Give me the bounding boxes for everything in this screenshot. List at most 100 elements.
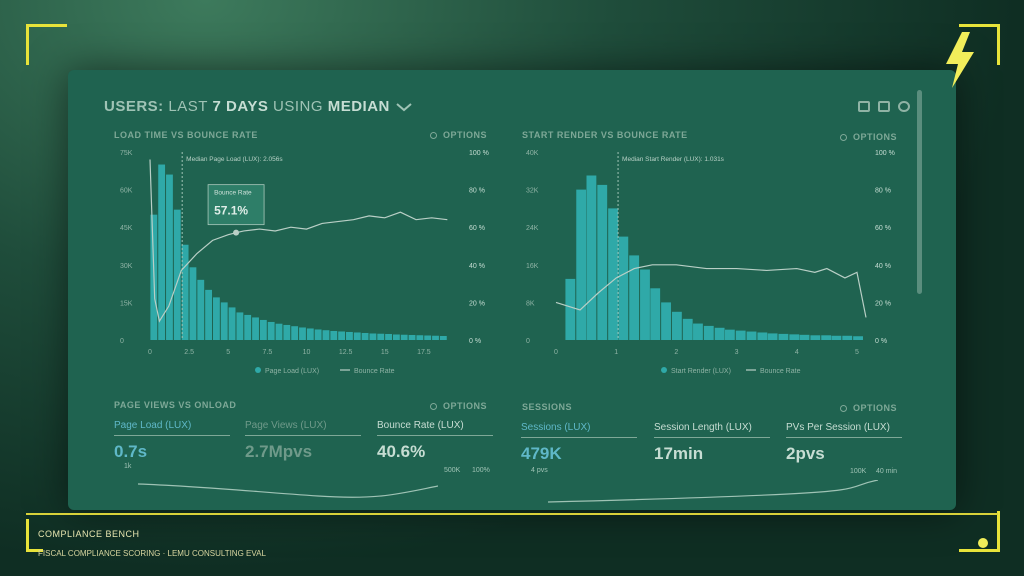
pageviews-axis-right: 100% [472,467,490,474]
metric-value: 2pvs [786,444,825,463]
metric-label: PVs Per Session (LUX) [786,422,902,438]
title-last: LAST [168,98,208,115]
sessions-options-button[interactable]: OPTIONS [840,403,897,413]
title-median: MEDIAN [327,98,390,115]
chart-bar [789,334,800,340]
frame-corner-top-left [26,24,67,65]
metric-value: 17min [654,444,704,463]
x-tick-label: 2 [674,349,678,356]
y-tick-label: 40K [526,150,539,157]
chart1-options-button[interactable]: OPTIONS [430,130,487,140]
x-tick-label: 17.5 [417,349,431,356]
overlay-caption: COMPLIANCE BENCH FISCAL COMPLIANCE SCORI… [26,513,998,558]
y2-tick-label: 0 % [875,338,887,345]
y-tick-label: 0 [526,338,530,345]
y2-tick-label: 80 % [469,188,485,195]
chart-bar [576,189,587,340]
chart-bar [291,326,299,340]
metric-bounce-rate[interactable]: Bounce Rate (LUX) 40.6% [377,420,493,462]
chevron-down-icon[interactable] [395,101,413,113]
chart-bar [746,331,757,340]
y2-tick-label: 0 % [469,338,481,345]
chart-bar [703,325,714,340]
chart-bar [735,330,746,340]
y-tick-label: 16K [526,263,539,270]
chart-bar [799,334,810,340]
x-tick-label: 5 [855,349,859,356]
y2-tick-label: 40 % [469,263,485,270]
chart-bar [330,330,338,340]
chart1-title: LOAD TIME VS BOUNCE RATE [114,130,258,140]
y2-tick-label: 60 % [875,225,891,232]
chart-bar [757,332,768,340]
frame-corner-bottom-right [959,511,1000,552]
scrollbar[interactable] [917,90,922,294]
help-icon[interactable] [898,101,910,112]
chart-bar [299,327,306,340]
chart-bar [671,311,682,340]
chart-bar [416,335,424,340]
pageviews-options-button[interactable]: OPTIONS [430,401,487,411]
overlay-title: COMPLIANCE BENCH [38,529,140,539]
x-tick-label: 15 [381,349,389,356]
sessions-axis-right: 40 min [876,468,898,475]
chart-bar [842,335,853,340]
y-tick-label: 15K [120,300,133,307]
chart-bar [369,333,377,340]
chart-bar [252,317,259,340]
tooltip-label: Bounce Rate [214,190,252,197]
chart-bar [714,327,725,340]
chart-bar [439,335,447,340]
chart-bar [618,236,629,340]
chart-bar [361,332,369,340]
pageviews-axis-left: 500K [444,467,461,474]
metric-session-length[interactable]: Session Length (LUX) 17min [654,422,770,464]
metric-pvs-per-session[interactable]: PVs Per Session (LUX) 2pvs [786,422,902,464]
image-icon[interactable] [878,101,890,112]
sessions-title: SESSIONS [522,402,573,412]
chart-bar [259,319,267,340]
median-label: Median Start Render (LUX): 1.031s [622,156,725,163]
monitor-icon[interactable] [858,101,870,112]
status-dot [978,538,988,548]
lightning-icon [946,32,974,88]
page-title[interactable]: USERS: LAST 7 DAYS USING MEDIAN [104,98,413,115]
chart-bar [353,332,361,340]
legend-bar-swatch [661,367,667,373]
metric-page-views[interactable]: Page Views (LUX) 2.7Mpvs [245,420,361,462]
metric-label: Bounce Rate (LUX) [377,420,493,436]
sessions-sparkline [548,480,878,503]
y-tick-label: 0 [120,338,124,345]
header-icons [858,101,910,112]
metric-value: 2.7Mpvs [245,442,313,461]
chart-bar [267,321,275,340]
chart-bar [424,335,432,340]
y2-tick-label: 100 % [469,150,489,157]
metric-value: 479K [521,444,562,463]
chart2-title: START RENDER VS BOUNCE RATE [522,130,688,140]
y-tick-label: 75K [120,150,133,157]
y2-tick-label: 100 % [875,150,895,157]
metric-sessions[interactable]: Sessions (LUX) 479K 4 pvs [521,422,637,474]
metric-page-load[interactable]: Page Load (LUX) 0.7s [114,420,230,462]
bounce-rate-line [149,159,448,323]
chart-bar [158,164,166,340]
chart-bar [205,289,212,340]
chart2-options-button[interactable]: OPTIONS [840,132,897,142]
chart-bar [640,269,650,340]
load-time-chart: 75K 60K 45K 30K 15K 0 100 % 80 % 60 % 40 % 20 % 0 %… [120,150,489,375]
title-using: USING [273,98,324,115]
y2-tick-label: 60 % [469,225,485,232]
chart-bar [213,297,220,340]
x-tick-label: 4 [795,349,799,356]
y-tick-label: 60K [120,188,133,195]
y-tick-label: 30K [120,263,133,270]
chart-bar [565,278,576,340]
chart-bar [650,288,661,340]
frame-corner-bottom-left [26,519,43,552]
chart-bar [377,333,385,340]
chart-bar [432,335,439,340]
chart-bar [682,318,693,340]
tooltip-box [207,184,265,226]
overlay-subtitle: FISCAL COMPLIANCE SCORING · LEMU CONSULT… [38,549,266,558]
